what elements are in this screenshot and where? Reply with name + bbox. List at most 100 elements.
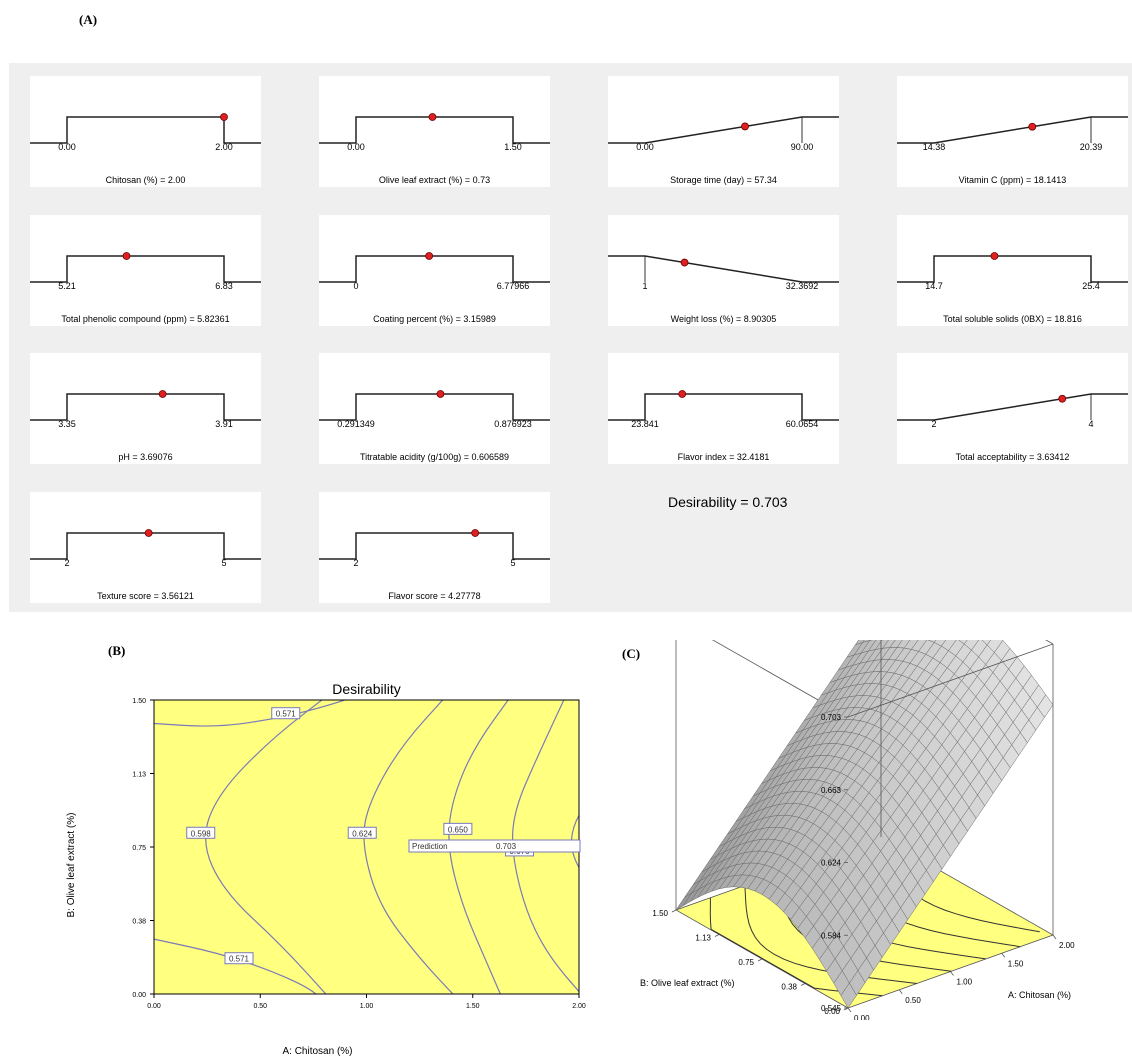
ramp-point	[144, 529, 153, 537]
ramp-low-label: 0.291349	[337, 419, 375, 429]
ramp-line	[319, 393, 550, 421]
ramp-high-label: 6.77966	[496, 281, 530, 291]
x-tick-label: 2.00	[1059, 941, 1075, 950]
ramp-high-label: 3.91	[215, 419, 233, 429]
contour-line	[570, 814, 579, 869]
ramp-high-label: 60.0654	[785, 419, 819, 429]
ramp-graph	[897, 116, 1128, 144]
y-tick-label: 0.75	[132, 845, 146, 852]
ramp-cell: 14.7 25.4 Total soluble solids (0BX) = 18.…	[897, 215, 1128, 326]
prediction-box	[408, 839, 581, 853]
surface	[675, 640, 1054, 1009]
y-tick-label: 1.13	[132, 772, 146, 779]
ramp-high-label: 90.00	[790, 142, 814, 152]
z-tick-label: 0.663	[821, 786, 842, 795]
y-tick-label: 0.38	[132, 919, 146, 926]
ramp-point	[680, 258, 689, 267]
y-tick	[714, 934, 720, 937]
ramp-cell: 0.00 2.00 Chitosan (%) = 2.00	[30, 76, 261, 187]
ramp-low-label: 0.00	[347, 142, 365, 152]
y-axis-label: B: Olive leaf extract (%)	[640, 978, 735, 988]
contour-label: 0.598	[191, 829, 212, 838]
ramp-point	[428, 113, 437, 121]
ramp-low-label: 0.00	[636, 142, 654, 152]
x-tick-label: 1.50	[466, 1003, 480, 1010]
desirability-value: Desirability = 0.703	[668, 494, 788, 510]
ramp-point	[741, 122, 749, 131]
ramp-line	[608, 116, 839, 144]
surface-plot: 0.545 0.584 0.624 0.663 0.703 0.00 0.50 1.00 1.5…	[640, 640, 1075, 1020]
ramp-graph	[319, 252, 550, 283]
ramp-low-label: 2	[931, 419, 937, 429]
chart-title: Desirability	[332, 681, 400, 697]
ramp-high-label: 1.50	[504, 142, 522, 152]
ramp-low-label: 14.7	[925, 281, 943, 291]
ramp-line	[608, 393, 839, 421]
contour-line	[154, 938, 317, 994]
ramp-graph	[30, 113, 261, 144]
ramp-graph	[608, 116, 839, 144]
ramp-line	[897, 393, 1128, 421]
contour-plot: 0.5710.5980.6240.6500.6760.571Prediction…	[66, 681, 586, 1057]
ramp-point	[1028, 122, 1037, 131]
z-tick-label: 0.703	[821, 713, 842, 722]
y-tick	[843, 1007, 849, 1011]
y-tick	[757, 958, 763, 962]
ramp-high-label: 32.3692	[785, 281, 819, 291]
contour-label-box	[443, 822, 473, 835]
y-axis-label: B: Olive leaf extract (%)	[66, 812, 77, 917]
y-tick-label: 0.00	[824, 1007, 840, 1016]
ramp-caption: Coating percent (%) = 3.15989	[373, 314, 496, 324]
ramp-caption: Flavor index = 32.4181	[677, 452, 770, 462]
ramp-line	[30, 116, 261, 144]
ramp-cell: 0.00 1.50 Olive leaf extract (%) = 0.73	[319, 76, 550, 187]
ramp-caption: Flavor score = 4.27778	[388, 591, 481, 601]
ramp-point	[678, 390, 687, 398]
ramp-low-label: 3.35	[58, 419, 76, 429]
contour-label-box	[186, 826, 216, 839]
ramp-caption: pH = 3.69076	[118, 452, 173, 462]
ramp-graph	[319, 529, 550, 560]
z-tick-label: 0.545	[821, 1004, 842, 1013]
contour-label-box	[271, 707, 301, 720]
ramp-high-label: 5	[510, 558, 516, 568]
panel-label-a: (A)	[79, 12, 98, 27]
contour-label: 0.571	[276, 710, 297, 719]
y-tick-label: 1.50	[132, 698, 146, 705]
ramp-graph	[608, 255, 839, 283]
ramp-high-label: 25.4	[1082, 281, 1100, 291]
ramp-cell: 14.38 20.39 Vitamin C (ppm) = 18.1413	[897, 76, 1128, 187]
ramp-line	[319, 532, 550, 560]
contour-label: 0.624	[352, 829, 373, 838]
y-tick	[800, 983, 806, 986]
y-tick-label: 0.38	[781, 983, 797, 992]
ramp-caption: Olive leaf extract (%) = 0.73	[378, 175, 491, 185]
ramp-graph	[319, 390, 550, 421]
ramp-low-label: 2	[64, 558, 70, 568]
ramps-panel: Desirability = 0.703 0.00 2.00 Chitosan (%…	[9, 63, 1132, 612]
ramp-low-label: 2	[353, 558, 359, 568]
ramp-caption: Total soluble solids (0BX) = 18.816	[943, 314, 1082, 324]
ramp-low-label: 1	[642, 281, 648, 291]
ramp-graph	[897, 393, 1128, 421]
ramp-line	[897, 255, 1128, 283]
ramp-cell: 0.291349 0.876923 Titratable acidity (g/10…	[319, 353, 550, 464]
ramp-line	[319, 255, 550, 283]
ramp-low-label: 14.38	[922, 142, 946, 152]
ramp-caption: Texture score = 3.56121	[97, 591, 194, 601]
panel-label-b: (B)	[108, 643, 126, 658]
ramp-graph	[30, 529, 261, 560]
ramp-caption: Total acceptability = 3.63412	[955, 452, 1070, 462]
z-tick-label: 0.584	[821, 931, 842, 940]
contour-label-box	[347, 826, 377, 839]
y-tick	[671, 909, 677, 913]
surface-cell	[675, 892, 692, 911]
y-tick-label: 0.00	[132, 992, 146, 999]
ramp-cell: 2 4 Total acceptability = 3.63412	[897, 353, 1128, 464]
ramp-high-label: 4	[1088, 419, 1094, 429]
x-axis-label: A: Chitosan (%)	[282, 1046, 352, 1057]
ramp-point	[471, 529, 480, 537]
y-tick-label: 1.13	[695, 934, 711, 943]
contour-label: 0.571	[229, 955, 250, 964]
ramp-high-label: 20.39	[1079, 142, 1103, 152]
